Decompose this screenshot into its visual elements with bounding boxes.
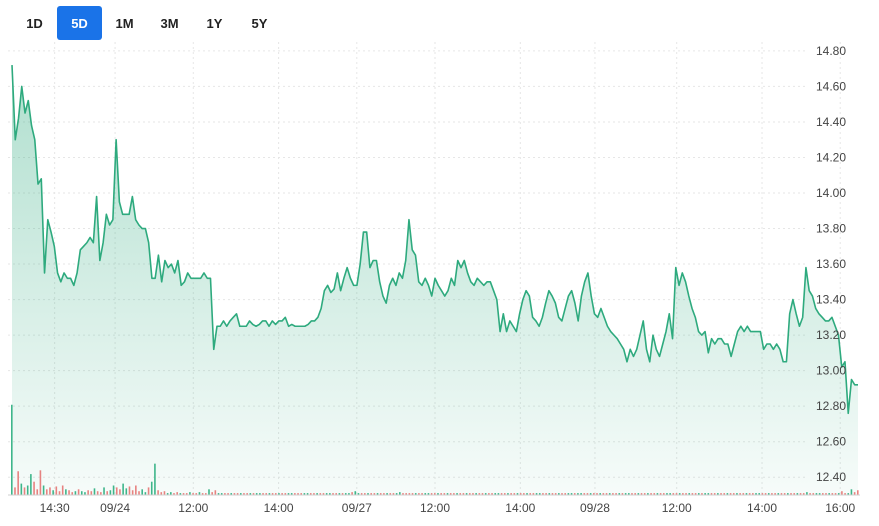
range-5y-button[interactable]: 5Y xyxy=(237,6,282,40)
price-line xyxy=(11,65,858,415)
range-1d-button[interactable]: 1D xyxy=(12,6,57,40)
x-tick-label: 14:00 xyxy=(505,501,535,515)
x-tick-label: 09/27 xyxy=(342,501,372,515)
x-axis-ticks: 14:30 09/24 12:00 14:00 09/27 12:00 14:00 09/28… xyxy=(40,501,856,515)
x-tick-label: 14:00 xyxy=(747,501,777,515)
y-tick-label: 14.00 xyxy=(816,186,846,200)
y-tick-label: 14.40 xyxy=(816,115,846,129)
x-tick-label: 12:00 xyxy=(420,501,450,515)
y-tick-label: 13.20 xyxy=(816,328,846,342)
range-selector: 1D 5D 1M 3M 1Y 5Y xyxy=(12,6,282,40)
y-tick-label: 14.20 xyxy=(816,150,846,164)
y-tick-label: 12.40 xyxy=(816,470,846,484)
y-tick-label: 13.00 xyxy=(816,364,846,378)
x-tick-label: 14:00 xyxy=(264,501,294,515)
range-3m-button[interactable]: 3M xyxy=(147,6,192,40)
y-tick-label: 13.60 xyxy=(816,257,846,271)
x-tick-label: 09/24 xyxy=(100,501,130,515)
y-tick-label: 14.60 xyxy=(816,79,846,93)
range-1m-button[interactable]: 1M xyxy=(102,6,147,40)
x-tick-label: 09/28 xyxy=(580,501,610,515)
y-tick-label: 12.60 xyxy=(816,435,846,449)
y-tick-label: 13.80 xyxy=(816,222,846,236)
y-tick-label: 12.80 xyxy=(816,399,846,413)
range-5d-button[interactable]: 5D xyxy=(57,6,102,40)
x-tick-label: 12:00 xyxy=(662,501,692,515)
x-tick-label: 16:00 xyxy=(825,501,855,515)
range-1y-button[interactable]: 1Y xyxy=(192,6,237,40)
y-axis-ticks: 14.80 14.60 14.40 14.20 14.00 13.80 13.60 13.40… xyxy=(816,44,846,484)
x-tick-label: 14:30 xyxy=(40,501,70,515)
y-tick-label: 14.80 xyxy=(816,44,846,58)
x-tick-label: 12:00 xyxy=(178,501,208,515)
y-tick-label: 13.40 xyxy=(816,293,846,307)
volume-bar xyxy=(11,404,13,495)
